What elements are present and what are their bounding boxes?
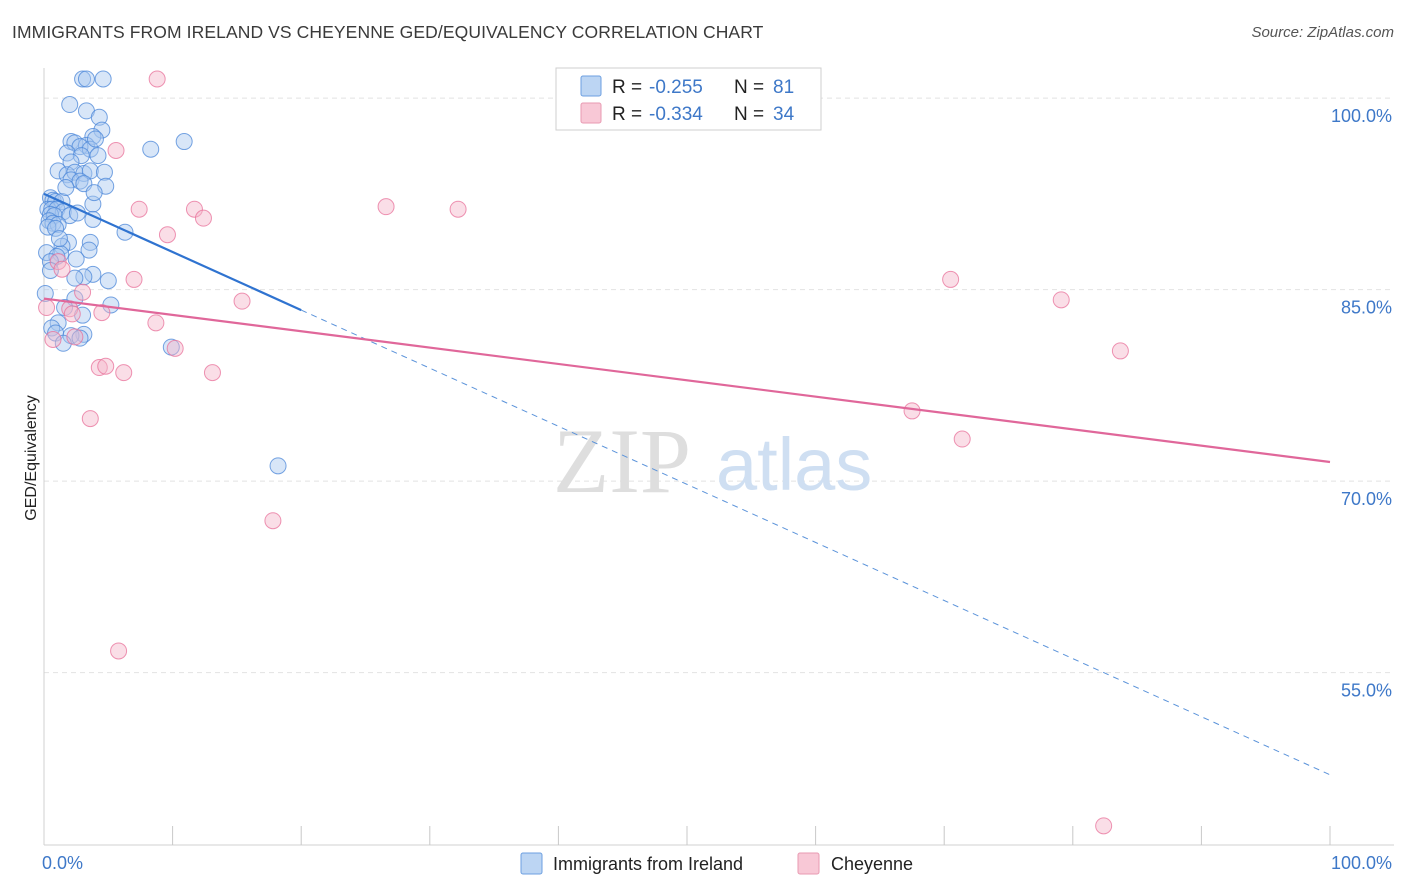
cheyenne-point-24 xyxy=(203,364,221,382)
ireland-point-77 xyxy=(85,184,103,202)
cheyenne-point-25 xyxy=(81,410,99,428)
ireland-trend-line-solid xyxy=(43,192,302,312)
cheyenne-point-12 xyxy=(233,292,251,310)
ireland-point-75 xyxy=(50,230,68,248)
legend-n-value-1: 81 xyxy=(773,77,794,98)
cheyenne-point-15 xyxy=(93,304,111,322)
bottom-legend-label-ireland: Immigrants from Ireland xyxy=(553,854,743,874)
ireland-point-16 xyxy=(89,147,107,165)
legend-r-label-2: R = xyxy=(612,104,642,125)
legend-r-value-2: -0.334 xyxy=(649,104,703,125)
ireland-point-5 xyxy=(90,108,108,126)
cheyenne-point-2 xyxy=(130,200,148,218)
trend-lines xyxy=(43,192,1331,776)
legend-swatch-pink xyxy=(580,102,602,124)
cheyenne-point-11 xyxy=(74,283,92,301)
series-ireland-points xyxy=(36,70,287,475)
legend-r-value-1: -0.255 xyxy=(649,77,703,98)
cheyenne-point-28 xyxy=(942,270,960,288)
y-tick-label-2: 70.0% xyxy=(1341,489,1392,509)
series-cheyenne-points xyxy=(38,70,1129,835)
cheyenne-point-32 xyxy=(953,430,971,448)
cheyenne-trend-line xyxy=(43,297,1331,464)
legend-swatch-blue xyxy=(580,75,602,97)
bottom-legend-swatch-cheyenne xyxy=(797,852,820,875)
x-tick-labels: 0.0% 100.0% xyxy=(42,853,1392,873)
cheyenne-point-13 xyxy=(38,299,56,317)
ireland-point-17 xyxy=(62,153,80,171)
legend-n-label-1: N = xyxy=(734,77,764,98)
x-tick-label-0: 0.0% xyxy=(42,853,83,873)
ireland-point-45 xyxy=(47,219,65,237)
y-tick-labels: 100.0% 85.0% 70.0% 55.0% xyxy=(1331,106,1392,701)
ireland-point-13 xyxy=(142,140,160,158)
cheyenne-point-5 xyxy=(377,198,395,216)
cheyenne-point-21 xyxy=(90,359,108,377)
ireland-point-79 xyxy=(86,130,104,148)
y-tick-label-1: 85.0% xyxy=(1341,298,1392,318)
cheyenne-point-9 xyxy=(53,260,71,278)
ireland-point-57 xyxy=(75,268,93,286)
ireland-point-51 xyxy=(38,244,56,262)
cheyenne-point-27 xyxy=(110,642,128,660)
ireland-point-58 xyxy=(66,269,84,287)
bottom-legend-swatch-ireland xyxy=(520,852,543,875)
ireland-point-1 xyxy=(77,70,95,88)
ireland-point-6 xyxy=(93,121,111,139)
ireland-point-7 xyxy=(84,127,102,145)
cheyenne-point-17 xyxy=(147,314,165,332)
legend-n-value-2: 34 xyxy=(773,104,795,125)
cheyenne-point-6 xyxy=(449,200,467,218)
axes xyxy=(43,68,1394,846)
cheyenne-point-29 xyxy=(1052,291,1070,309)
ireland-point-0 xyxy=(74,70,92,88)
cheyenne-point-30 xyxy=(1111,342,1129,360)
cheyenne-point-1 xyxy=(107,141,125,159)
x-tick-label-1: 100.0% xyxy=(1331,853,1392,873)
cheyenne-point-0 xyxy=(148,70,166,88)
cheyenne-point-4 xyxy=(194,209,212,227)
ireland-point-3 xyxy=(61,96,79,114)
ireland-trend-line-dashed xyxy=(300,309,1331,776)
ireland-point-74 xyxy=(175,133,193,151)
source-label: Source: ZipAtlas.com xyxy=(1251,24,1394,41)
cheyenne-point-20 xyxy=(166,339,184,357)
cheyenne-point-7 xyxy=(158,226,176,244)
cheyenne-point-3 xyxy=(185,200,203,218)
legend-n-label-2: N = xyxy=(734,104,764,125)
cheyenne-point-18 xyxy=(44,330,62,348)
ireland-point-18 xyxy=(49,162,67,180)
cheyenne-point-10 xyxy=(125,270,143,288)
bottom-legend-label-cheyenne: Cheyenne xyxy=(831,854,913,874)
cheyenne-point-16 xyxy=(63,305,81,323)
ireland-point-73 xyxy=(269,457,287,475)
correlation-legend: R = -0.255 N = 81 R = -0.334 N = 34 xyxy=(555,67,822,131)
cheyenne-point-19 xyxy=(66,328,84,346)
cheyenne-point-8 xyxy=(49,253,67,271)
ireland-point-60 xyxy=(36,284,54,302)
watermark-zip: ZIP xyxy=(553,410,691,512)
cheyenne-point-31 xyxy=(903,402,921,420)
watermark-atlas: atlas xyxy=(716,423,872,506)
cheyenne-point-23 xyxy=(115,364,133,382)
y-axis-label: GED/Equivalency xyxy=(23,395,40,520)
ireland-point-78 xyxy=(57,179,75,197)
y-tick-label-3: 55.0% xyxy=(1341,681,1392,701)
ireland-point-2 xyxy=(94,70,112,88)
cheyenne-point-26 xyxy=(264,512,282,530)
chart-title: IMMIGRANTS FROM IRELAND VS CHEYENNE GED/… xyxy=(12,22,764,42)
ireland-point-54 xyxy=(67,250,85,268)
ireland-point-14 xyxy=(58,144,76,162)
legend-r-label-1: R = xyxy=(612,77,642,98)
cheyenne-point-22 xyxy=(97,357,115,375)
series-legend: Immigrants from Ireland Cheyenne xyxy=(520,852,913,875)
ireland-point-59 xyxy=(99,272,117,290)
ireland-point-15 xyxy=(72,147,90,165)
y-tick-label-0: 100.0% xyxy=(1331,106,1392,126)
ireland-point-50 xyxy=(80,241,98,259)
ireland-point-23 xyxy=(95,163,113,181)
cheyenne-point-33 xyxy=(1095,817,1113,835)
